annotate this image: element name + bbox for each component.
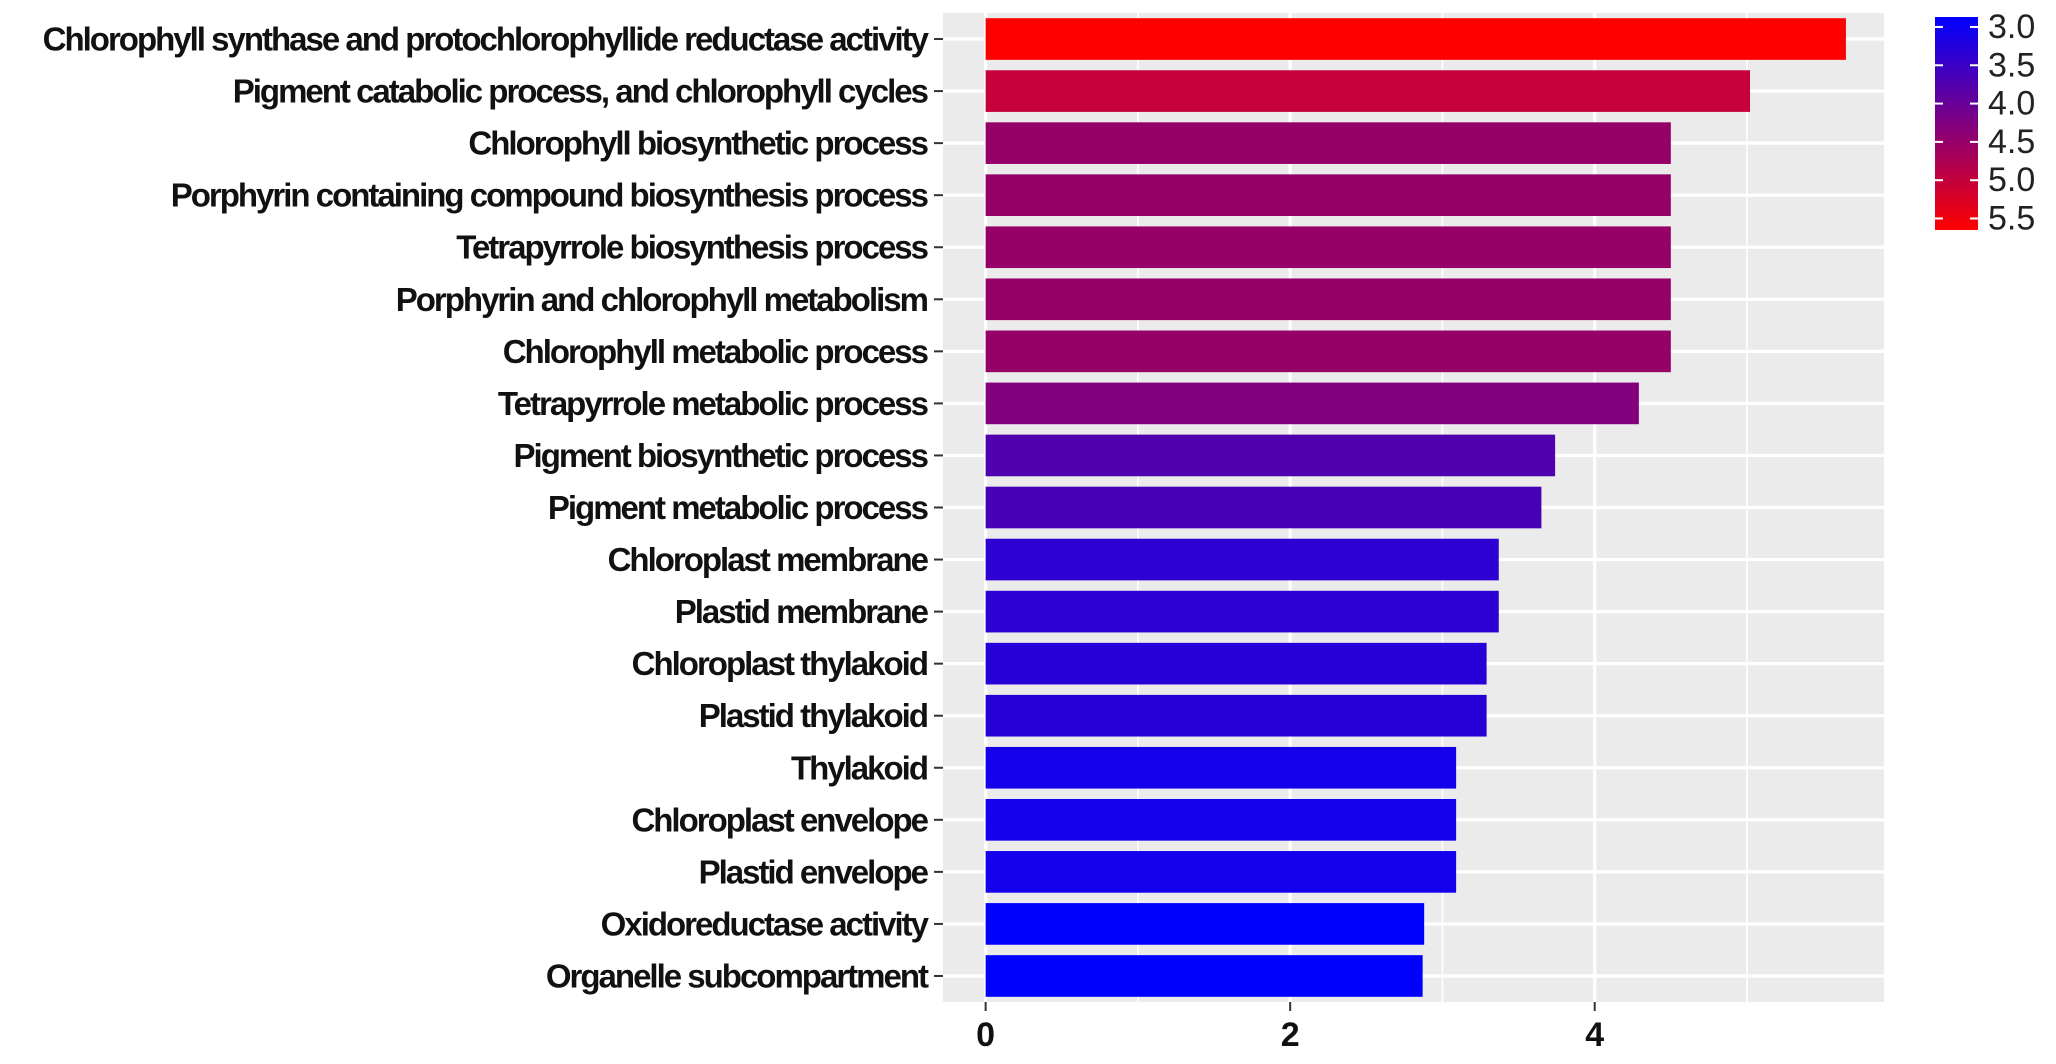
category-label: Plastid membrane xyxy=(675,593,929,630)
x-tick-label: 2 xyxy=(1281,1016,1300,1054)
legend-tick-label: 5.0 xyxy=(1988,161,2035,199)
bar xyxy=(985,538,1499,581)
category-label: Plastid envelope xyxy=(699,853,929,890)
bar xyxy=(985,903,1425,945)
x-tick-label: 4 xyxy=(1585,1016,1604,1054)
bars xyxy=(985,18,1846,997)
legend-tick-label: 5.5 xyxy=(1988,200,2035,238)
legend-tick-label: 3.5 xyxy=(1988,46,2035,84)
legend-tick-label: 3.0 xyxy=(1988,8,2035,46)
bar xyxy=(985,642,1487,685)
category-label: Pigment biosynthetic process xyxy=(514,437,928,474)
bar xyxy=(985,226,1671,269)
legend-gradient-bar xyxy=(1935,17,1978,230)
bar xyxy=(985,851,1457,893)
category-label: Porphyrin containing compound biosynthes… xyxy=(171,177,928,214)
category-label: Plastid thylakoid xyxy=(699,697,927,734)
bar xyxy=(985,330,1671,373)
color-legend: 3.03.54.04.55.05.5 xyxy=(1935,8,2035,238)
bar xyxy=(985,278,1671,321)
bar xyxy=(985,18,1846,60)
category-label: Oxidoreductase activity xyxy=(601,905,930,942)
category-label: Organelle subcompartment xyxy=(546,957,929,994)
category-label: Chlorophyll biosynthetic process xyxy=(468,125,927,162)
legend-tick-label: 4.5 xyxy=(1988,123,2035,161)
x-axis: 0 2 4 xyxy=(976,1002,1604,1054)
y-axis: Chlorophyll synthase and protochlorophyl… xyxy=(43,21,943,994)
bar xyxy=(985,694,1487,737)
category-label: Pigment metabolic process xyxy=(548,489,928,526)
category-label: Tetrapyrrole metabolic process xyxy=(498,385,928,422)
category-label: Chlorophyll metabolic process xyxy=(503,333,928,370)
category-label: Tetrapyrrole biosynthesis process xyxy=(456,229,927,266)
category-label: Thylakoid xyxy=(791,749,927,786)
category-label: Chloroplast membrane xyxy=(608,541,929,578)
bar xyxy=(985,122,1671,164)
category-label: Porphyrin and chlorophyll metabolism xyxy=(396,281,928,318)
bar xyxy=(985,434,1556,477)
category-label: Pigment catabolic process, and chlorophy… xyxy=(233,73,928,110)
bar xyxy=(985,382,1639,425)
bar xyxy=(985,486,1542,529)
bar xyxy=(985,798,1457,841)
category-label: Chloroplast thylakoid xyxy=(632,645,927,682)
bar xyxy=(985,746,1457,789)
bar xyxy=(985,174,1671,217)
category-label: Chloroplast envelope xyxy=(631,801,928,838)
category-label: Chlorophyll synthase and protochlorophyl… xyxy=(43,21,930,58)
bar xyxy=(985,590,1499,633)
bar xyxy=(985,955,1423,997)
legend-tick-label: 4.0 xyxy=(1988,85,2035,123)
bar xyxy=(985,70,1751,112)
x-tick-label: 0 xyxy=(976,1016,995,1054)
